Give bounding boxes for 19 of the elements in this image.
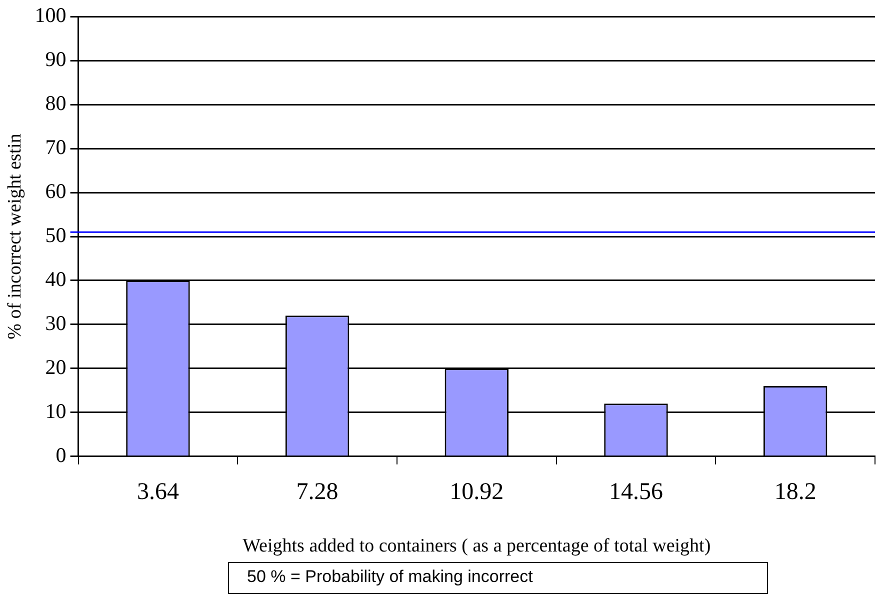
text: 50 % = Probability of making incorrect — [228, 562, 768, 594]
y-tick-label: 40 — [45, 266, 66, 291]
y-tick-label: 70 — [45, 135, 66, 160]
y-tick-label: 60 — [45, 179, 66, 204]
y-tick-label: 90 — [45, 47, 66, 72]
y-tick-label: 20 — [45, 354, 66, 379]
x-tick-label: 10.92 — [450, 479, 504, 506]
y-tick-label: 100 — [34, 3, 66, 28]
x-tick-label: 3.64 — [136, 479, 179, 506]
x-tick-label: 7.28 — [296, 479, 338, 506]
x-axis-title: Weights added to containers ( as a percentage of total weight) — [242, 536, 711, 557]
y-tick-label: 0 — [56, 442, 66, 467]
y-tick-label: 10 — [45, 398, 66, 423]
y-tick-label: 50 — [45, 223, 66, 248]
y-tick-label: 80 — [45, 91, 66, 116]
x-tick-label: 18.2 — [774, 479, 816, 506]
x-tick-label: 14.56 — [608, 479, 663, 506]
y-tick-label: 30 — [45, 310, 66, 335]
y-axis-title: % of incorrect weight estin — [4, 133, 26, 340]
